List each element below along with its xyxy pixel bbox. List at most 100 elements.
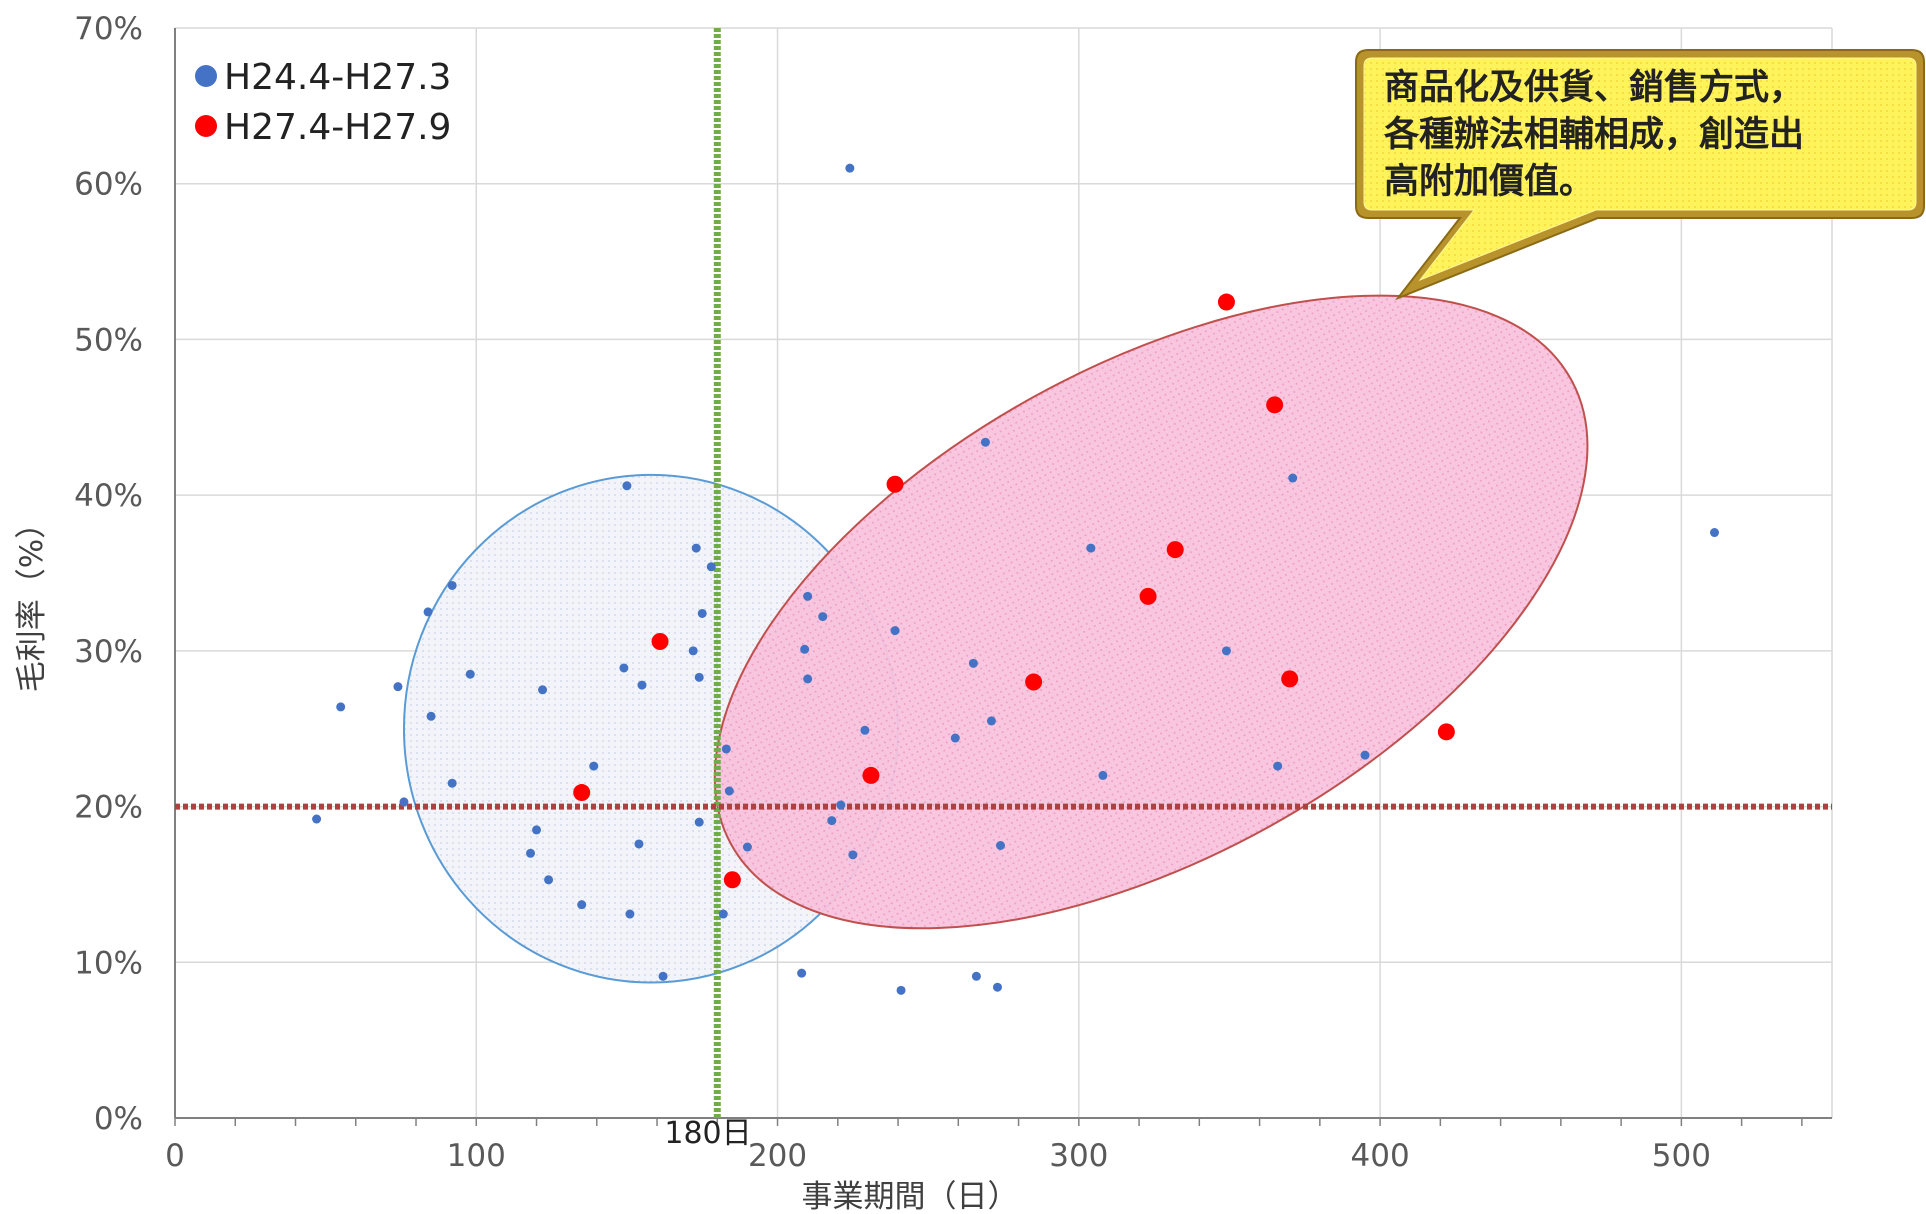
callout-line-3: 高附加價值。 [1384,162,1594,202]
data-point-series-1 [426,711,436,721]
x-tick-label: 100 [447,1138,506,1174]
legend-marker-series-2 [195,115,217,137]
data-point-series-1 [718,909,728,919]
callout-bubble-inner [1363,57,1917,282]
highlight-region-pink [713,294,1589,930]
y-axis-title: 毛利率（%） [14,508,50,692]
data-point-series-1 [1288,473,1298,483]
data-point-series-1 [980,437,990,447]
data-point-series-1 [312,814,322,824]
y-tick-label: 70% [74,11,143,47]
data-point-series-2 [1217,293,1235,311]
data-point-series-2 [1139,587,1157,605]
data-point-series-1 [697,608,707,618]
data-point-series-1 [447,778,457,788]
data-point-series-2 [1266,396,1284,414]
data-point-series-2 [723,871,741,889]
callout: 商品化及供貨、銷售方式， 各種辦法相輔相成，創造出 高附加價值。 [1355,49,1925,301]
data-point-series-1 [742,842,752,852]
data-point-series-1 [336,702,346,712]
data-point-series-1 [544,875,554,885]
y-tick-label: 10% [74,945,143,981]
data-point-series-1 [845,163,855,173]
data-point-series-1 [1086,543,1096,553]
data-point-series-1 [803,591,813,601]
tick-labels: 0% 10% 20% 30% 40% 50% 60% 70% 0 100 200 300 400 500 [74,11,1711,1174]
data-point-series-1 [848,850,858,860]
data-point-series-1 [818,612,828,622]
data-point-series-2 [651,633,669,651]
data-point-series-1 [393,682,403,692]
data-point-series-1 [694,672,704,682]
y-tick-label: 40% [74,478,143,514]
data-point-series-1 [447,580,457,590]
x-tick-label: 400 [1351,1138,1410,1174]
y-tick-label: 30% [74,634,143,670]
data-point-series-2 [1281,670,1299,688]
data-point-series-2 [573,784,591,802]
data-point-series-1 [694,817,704,827]
data-point-series-1 [538,685,548,695]
data-point-series-1 [1098,770,1108,780]
y-tick-label: 50% [74,322,143,358]
data-point-series-1 [688,646,698,656]
data-point-series-1 [950,733,960,743]
data-point-series-1 [691,543,701,553]
highlight-regions [402,294,1589,984]
data-point-series-1 [637,680,647,690]
data-point-series-1 [619,663,629,673]
data-point-series-1 [860,725,870,735]
x-tick-label: 500 [1652,1138,1711,1174]
legend-label-series-2: H27.4-H27.9 [224,107,451,148]
data-point-series-2 [1437,723,1455,741]
data-point-series-1 [992,982,1002,992]
x-axis-title: 事業期間（日） [802,1179,1019,1214]
y-tick-label: 0% [94,1101,143,1137]
data-point-series-1 [724,786,734,796]
data-point-series-1 [797,968,807,978]
reference-lines [175,28,1832,1118]
legend: H24.4-H27.3 H27.4-H27.9 [195,57,451,148]
data-point-series-2 [1166,541,1184,559]
data-point-series-1 [721,744,731,754]
reference-line-label-180: 180日 [664,1116,751,1151]
y-tick-label: 20% [74,790,143,826]
data-point-series-1 [577,900,587,910]
legend-label-series-1: H24.4-H27.3 [224,57,451,98]
x-tick-label: 300 [1049,1138,1108,1174]
data-point-series-1 [423,607,433,617]
data-point-series-1 [803,674,813,684]
data-point-series-1 [589,761,599,771]
data-point-series-1 [986,716,996,726]
x-tick-label: 0 [165,1138,185,1174]
data-point-series-1 [1360,750,1370,760]
data-point-series-1 [827,816,837,826]
data-point-series-2 [886,475,904,493]
legend-marker-series-1 [195,65,217,87]
data-point-series-1 [622,481,632,491]
data-point-series-1 [1710,528,1720,538]
data-point-series-1 [995,841,1005,850]
data-point-series-1 [634,839,644,849]
data-point-series-1 [526,848,536,858]
data-point-series-1 [465,669,475,679]
data-point-series-1 [800,644,810,654]
axes [174,28,1832,1126]
callout-line-1: 商品化及供貨、銷售方式， [1384,68,1804,108]
data-point-series-1 [1273,761,1283,771]
data-point-series-1 [532,825,542,835]
data-point-series-1 [658,971,668,981]
data-point-series-1 [890,626,900,636]
data-point-series-2 [1025,673,1043,691]
callout-line-2: 各種辦法相輔相成，創造出 [1383,114,1804,155]
data-point-series-1 [896,985,906,995]
data-point-series-1 [968,658,978,668]
data-point-series-2 [862,766,880,784]
data-point-series-1 [836,800,846,810]
data-points [312,163,1720,995]
data-point-series-1 [706,562,716,572]
x-tick-label: 200 [748,1138,807,1174]
data-point-series-1 [971,971,981,981]
data-point-series-1 [625,909,635,919]
